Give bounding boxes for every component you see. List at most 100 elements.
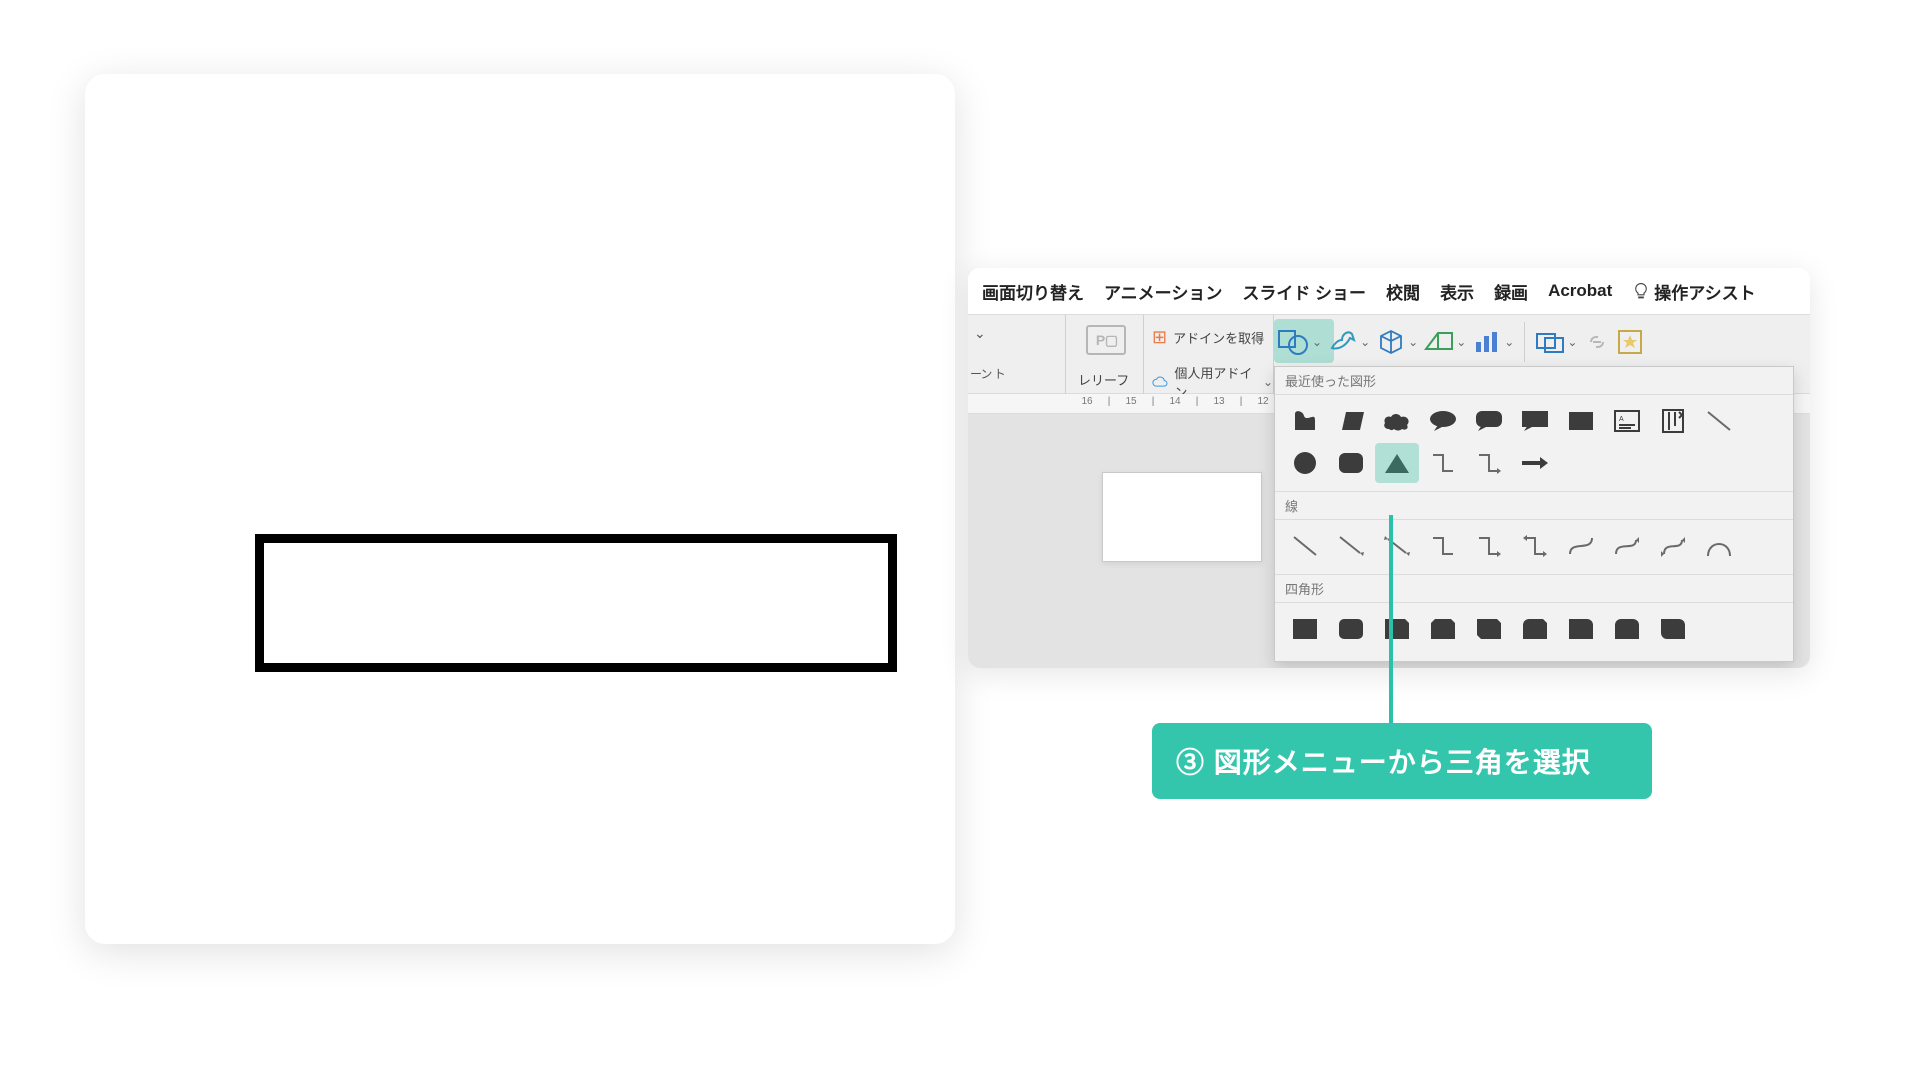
shape-triangle[interactable] [1377,445,1417,481]
section-rects-title: 四角形 [1275,575,1793,603]
shape-arrow-right[interactable] [1515,445,1555,481]
ribbon-fragment-addins: ⊞ アドインを取得 個人用アドイン ⌄ [1144,315,1274,395]
recent-shapes-grid: A [1275,395,1793,491]
rect-plain[interactable] [1285,611,1325,647]
3d-models-button[interactable]: ⌄ [1376,325,1418,359]
link-button[interactable] [1583,325,1611,359]
get-addins-button[interactable]: ⊞ アドインを取得 [1152,327,1264,348]
rect-rounded[interactable] [1331,611,1371,647]
chevron-down-icon[interactable]: ⌄ [974,325,986,342]
p-gallery-icon[interactable]: P ▢ [1086,325,1126,355]
shape-freeform[interactable] [1285,403,1325,439]
shape-textbox[interactable]: A [1607,403,1647,439]
line-elbow-double[interactable] [1515,528,1555,564]
line-double-arrow[interactable] [1377,528,1417,564]
rect-snip-round[interactable] [1515,611,1555,647]
ribbon-fragment-relief: P ▢ レリーフ [1066,315,1144,395]
tab-view[interactable]: 表示 [1440,279,1474,304]
shape-line[interactable] [1699,403,1739,439]
section-recent-title: 最近使った図形 [1275,367,1793,395]
line-plain[interactable] [1285,528,1325,564]
separator [1524,322,1525,362]
icons-button[interactable]: ⌄ [1328,325,1370,359]
link-icon [1583,331,1611,353]
tab-review[interactable]: 校閲 [1386,279,1420,304]
chevron-down-icon: ⌄ [1263,375,1273,389]
ruler-tick: | [1100,396,1118,407]
shape-connector-elbow-arrow[interactable] [1469,445,1509,481]
line-arc[interactable] [1699,528,1739,564]
drawn-rectangle [255,534,897,672]
line-arrow[interactable] [1331,528,1371,564]
rects-grid [1275,603,1793,657]
chevron-down-icon: ⌄ [1504,335,1514,349]
ruler-tick: | [1188,396,1206,407]
shapes-dropdown-panel: 最近使った図形 A [1274,366,1794,662]
canvas-card [85,74,955,944]
ruler-tick: 14 [1166,396,1184,407]
chevron-down-icon: ⌄ [1456,335,1466,349]
rect-round2-diag[interactable] [1653,611,1693,647]
store-grid-icon: ⊞ [1152,327,1167,348]
assist-label: 操作アシスト [1654,279,1755,304]
shape-cloud[interactable] [1377,403,1417,439]
rect-snip2-same[interactable] [1423,611,1463,647]
smartart-icon [1424,329,1454,355]
shapes-icon [1276,327,1310,357]
rect-round2-same[interactable] [1607,611,1647,647]
zoom-button[interactable]: ⌄ [1535,325,1577,359]
cube-icon [1376,328,1406,356]
cloud-person-icon [1152,373,1168,391]
shape-rounded-rect[interactable] [1331,445,1371,481]
star-icon [1617,329,1643,355]
shape-rect-callout[interactable] [1515,403,1555,439]
lines-grid [1275,520,1793,574]
ruler-tick: 12 [1254,396,1272,407]
shapes-button[interactable]: ⌄ [1276,325,1322,359]
ribbon-tab-strip: 画面切り替え アニメーション スライド ショー 校閲 表示 録画 Acrobat… [968,268,1810,314]
lightbulb-icon [1632,282,1650,300]
instruction-text: ③ 図形メニューから三角を選択 [1176,747,1591,778]
bird-icon [1328,328,1358,356]
line-curve[interactable] [1561,528,1601,564]
chevron-down-icon: ⌄ [1360,335,1370,349]
bar-chart-icon [1472,328,1502,356]
tab-acrobat[interactable]: Acrobat [1548,281,1612,301]
tab-animations[interactable]: アニメーション [1104,279,1222,304]
shape-parallelogram[interactable] [1331,403,1371,439]
ruler-tick: 15 [1122,396,1140,407]
instruction-callout: ③ 図形メニューから三角を選択 [1152,723,1652,799]
line-elbow-arrow[interactable] [1469,528,1509,564]
ruler-tick: | [1232,396,1250,407]
tab-transitions[interactable]: 画面切り替え [982,279,1084,304]
shape-circle[interactable] [1285,445,1325,481]
ruler-tick: 13 [1210,396,1228,407]
rect-snip2-diag[interactable] [1469,611,1509,647]
tab-recording[interactable]: 録画 [1494,279,1528,304]
shape-oval-callout[interactable] [1423,403,1463,439]
chevron-down-icon: ⌄ [1312,335,1322,349]
shape-connector-elbow[interactable] [1423,445,1463,481]
slide-thumbnail[interactable] [1102,472,1262,562]
line-elbow[interactable] [1423,528,1463,564]
get-addins-label: アドインを取得 [1173,328,1264,347]
callout-pointer-line [1389,515,1393,727]
ruler-tick: 16 [1078,396,1096,407]
tell-me-assist[interactable]: 操作アシスト [1632,279,1755,304]
shape-rectangle-solid[interactable] [1561,403,1601,439]
smartart-button[interactable]: ⌄ [1424,325,1466,359]
chart-button[interactable]: ⌄ [1472,325,1514,359]
line-curve-arrow[interactable] [1607,528,1647,564]
rect-snip1[interactable] [1377,611,1417,647]
shape-vertical-textbox[interactable] [1653,403,1693,439]
chevron-down-icon: ⌄ [1408,335,1418,349]
relief-label: レリーフ [1078,370,1129,389]
chevron-down-icon: ⌄ [1567,335,1577,349]
shape-rounded-callout[interactable] [1469,403,1509,439]
fragment-label: ーン ト [970,369,1005,380]
rect-round1[interactable] [1561,611,1601,647]
tab-slideshow[interactable]: スライド ショー [1242,279,1366,304]
svg-text:A: A [1619,416,1624,423]
action-button[interactable] [1617,325,1643,359]
line-curve-double[interactable] [1653,528,1693,564]
